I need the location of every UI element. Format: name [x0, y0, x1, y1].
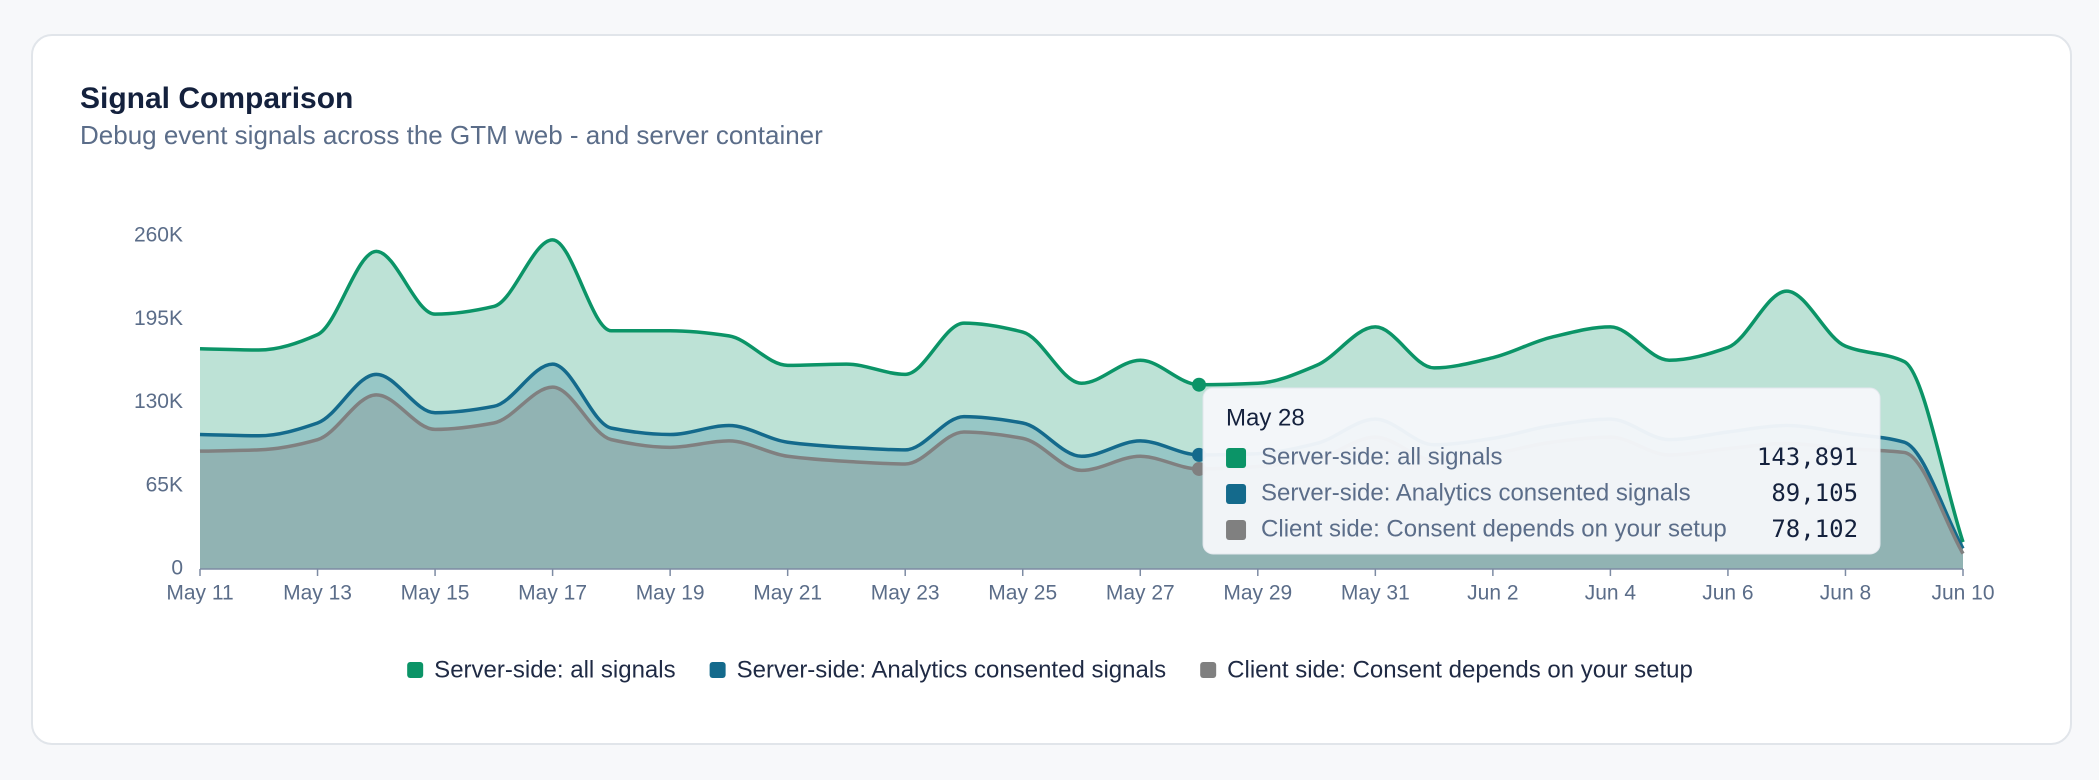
- tooltip-swatch: [1226, 484, 1247, 504]
- x-tick-label: May 13: [283, 582, 352, 605]
- y-tick-label: 130K: [134, 390, 183, 413]
- tooltip: May 28 Server-side: all signals 143,891 Ser…: [1202, 387, 1881, 555]
- x-tick-label: Jun 2: [1467, 582, 1518, 605]
- hover-point: [1192, 377, 1207, 392]
- card: [31, 34, 2072, 745]
- legend-label: Client side: Consent depends on your set…: [1227, 656, 1693, 683]
- x-tick-label: May 25: [988, 582, 1057, 605]
- x-tick-label: Jun 6: [1702, 582, 1753, 605]
- x-tick-label: Jun 4: [1585, 582, 1637, 605]
- tooltip-value: 89,105: [1771, 479, 1858, 507]
- chart-subtitle: Debug event signals across the GTM web -…: [80, 120, 823, 150]
- legend-label: Server-side: all signals: [434, 656, 675, 683]
- legend: Server-side: all signals Server-side: Ana…: [407, 656, 1693, 683]
- x-tick-label: May 29: [1223, 582, 1292, 605]
- x-tick-label: May 27: [1106, 582, 1175, 605]
- y-tick-label: 65K: [146, 473, 183, 496]
- x-tick-label: May 31: [1341, 582, 1410, 605]
- legend-swatch: [1200, 662, 1217, 678]
- tooltip-label: Client side: Consent depends on your set…: [1261, 515, 1727, 542]
- tooltip-value: 143,891: [1757, 443, 1858, 471]
- x-tick-label: May 23: [871, 582, 940, 605]
- tooltip-label: Server-side: Analytics consented signals: [1261, 479, 1691, 506]
- tooltip-title: May 28: [1226, 404, 1305, 431]
- y-tick-label: 0: [171, 557, 183, 580]
- x-tick-label: Jun 10: [1931, 582, 1994, 605]
- tooltip-label: Server-side: all signals: [1261, 443, 1502, 470]
- x-tick-label: May 19: [636, 582, 705, 605]
- x-tick-label: May 21: [753, 582, 822, 605]
- legend-swatch: [709, 662, 726, 678]
- chart-title: Signal Comparison: [80, 82, 353, 115]
- x-tick-label: Jun 8: [1820, 582, 1871, 605]
- y-tick-label: 195K: [134, 307, 183, 330]
- x-tick-label: May 15: [401, 582, 470, 605]
- tooltip-swatch: [1226, 520, 1247, 540]
- tooltip-swatch: [1226, 448, 1247, 468]
- line: [199, 238, 1965, 543]
- x-tick-label: May 11: [166, 582, 233, 605]
- y-tick-label: 260K: [134, 224, 183, 247]
- tooltip-value: 78,102: [1771, 515, 1858, 543]
- tooltip-box: [1202, 387, 1881, 555]
- legend-swatch: [407, 662, 424, 678]
- x-tick-label: May 17: [518, 582, 587, 605]
- legend-label: Server-side: Analytics consented signals: [737, 656, 1167, 683]
